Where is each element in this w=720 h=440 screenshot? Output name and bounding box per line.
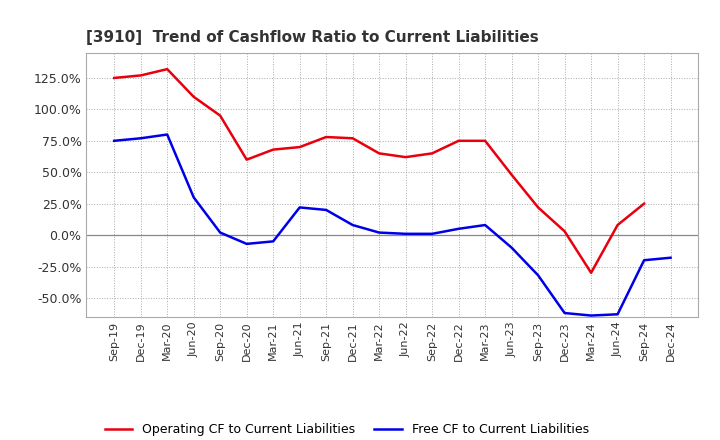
- Operating CF to Current Liabilities: [508, 172, 516, 177]
- Free CF to Current Liabilities: [613, 312, 622, 317]
- Operating CF to Current Liabilities: [110, 75, 119, 81]
- Operating CF to Current Liabilities: [613, 222, 622, 227]
- Operating CF to Current Liabilities: [375, 151, 384, 156]
- Line: Free CF to Current Liabilities: Free CF to Current Liabilities: [114, 135, 670, 315]
- Free CF to Current Liabilities: [163, 132, 171, 137]
- Free CF to Current Liabilities: [110, 138, 119, 143]
- Operating CF to Current Liabilities: [189, 94, 198, 99]
- Operating CF to Current Liabilities: [136, 73, 145, 78]
- Operating CF to Current Liabilities: [454, 138, 463, 143]
- Free CF to Current Liabilities: [189, 195, 198, 200]
- Operating CF to Current Liabilities: [428, 151, 436, 156]
- Free CF to Current Liabilities: [587, 313, 595, 318]
- Free CF to Current Liabilities: [640, 257, 649, 263]
- Operating CF to Current Liabilities: [560, 229, 569, 234]
- Operating CF to Current Liabilities: [348, 136, 357, 141]
- Operating CF to Current Liabilities: [587, 270, 595, 275]
- Operating CF to Current Liabilities: [401, 154, 410, 160]
- Operating CF to Current Liabilities: [481, 138, 490, 143]
- Operating CF to Current Liabilities: [640, 201, 649, 206]
- Operating CF to Current Liabilities: [295, 144, 304, 150]
- Operating CF to Current Liabilities: [534, 205, 542, 210]
- Free CF to Current Liabilities: [269, 239, 277, 244]
- Operating CF to Current Liabilities: [243, 157, 251, 162]
- Free CF to Current Liabilities: [508, 245, 516, 250]
- Free CF to Current Liabilities: [666, 255, 675, 260]
- Text: [3910]  Trend of Cashflow Ratio to Current Liabilities: [3910] Trend of Cashflow Ratio to Curren…: [86, 29, 539, 45]
- Free CF to Current Liabilities: [216, 230, 225, 235]
- Line: Operating CF to Current Liabilities: Operating CF to Current Liabilities: [114, 69, 644, 273]
- Free CF to Current Liabilities: [560, 310, 569, 315]
- Operating CF to Current Liabilities: [269, 147, 277, 152]
- Free CF to Current Liabilities: [454, 226, 463, 231]
- Free CF to Current Liabilities: [401, 231, 410, 236]
- Free CF to Current Liabilities: [348, 222, 357, 227]
- Free CF to Current Liabilities: [534, 273, 542, 278]
- Operating CF to Current Liabilities: [216, 113, 225, 118]
- Free CF to Current Liabilities: [481, 222, 490, 227]
- Operating CF to Current Liabilities: [322, 134, 330, 139]
- Free CF to Current Liabilities: [322, 207, 330, 213]
- Free CF to Current Liabilities: [428, 231, 436, 236]
- Legend: Operating CF to Current Liabilities, Free CF to Current Liabilities: Operating CF to Current Liabilities, Fre…: [105, 423, 589, 436]
- Operating CF to Current Liabilities: [163, 66, 171, 72]
- Free CF to Current Liabilities: [243, 241, 251, 246]
- Free CF to Current Liabilities: [295, 205, 304, 210]
- Free CF to Current Liabilities: [136, 136, 145, 141]
- Free CF to Current Liabilities: [375, 230, 384, 235]
